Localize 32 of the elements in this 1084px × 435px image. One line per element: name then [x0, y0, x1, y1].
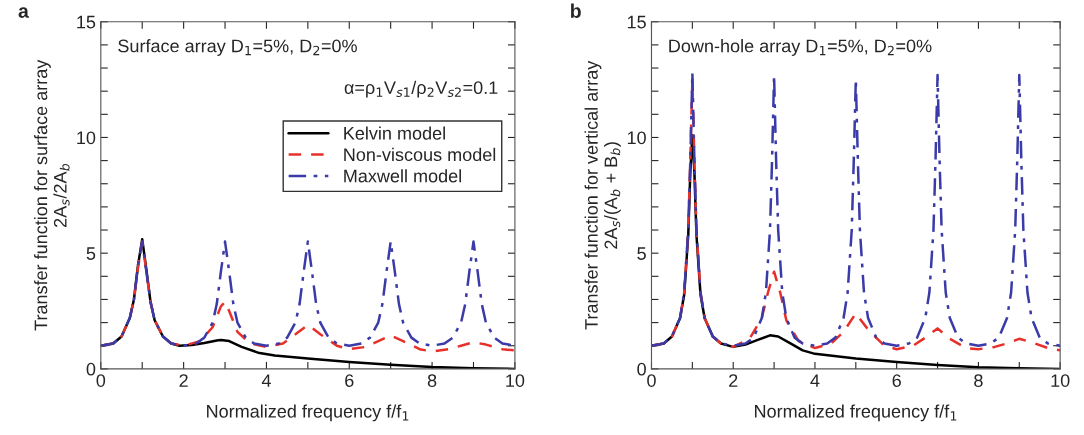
y-tick-label: 10 — [77, 131, 96, 145]
legend-label: Non-viscous model — [344, 147, 496, 162]
x-tick-label: 6 — [345, 374, 354, 387]
x-tick-label: 2 — [729, 374, 738, 387]
x-tick-label: 4 — [810, 374, 820, 387]
x-axis-title: Normalized frequency f/f$_{1}$ — [207, 404, 409, 422]
text: α=ρ$_{1}$V$_{s1}$/ρ$_{2}$V$_{s2}$=0.1 — [344, 80, 498, 98]
annotation: Surface array D$_{1}$=5%, D$_{2}$=0% — [118, 39, 357, 56]
y-axis-title: Transfer function for vertical array 2A$_{s}$/(A$_{b}$ + B$_{b}$) — [584, 60, 621, 330]
x-tick-label: 8 — [974, 374, 983, 387]
y-tick-label: 15 — [627, 15, 646, 29]
x-tick-label: 0 — [647, 374, 656, 387]
x-tick-label: 4 — [261, 374, 271, 387]
annotation: Down-hole array D$_{1}$=5%, D$_{2}$=0% — [669, 39, 932, 56]
x-tick-label: 10 — [506, 374, 525, 387]
legend-label: Maxwell model — [344, 169, 461, 183]
x-axis-title: Normalized frequency f/f$_{1}$ — [755, 404, 957, 422]
y-tick-label: 10 — [627, 131, 646, 145]
y-tick-label: 5 — [637, 247, 646, 260]
y-axis-title: Transfer function for surface array 2A$_{s}$/2A$_{b}$ — [34, 59, 70, 331]
x-tick-label: 8 — [427, 374, 437, 387]
x-tick-label: 2 — [179, 374, 188, 387]
x-tick-label: 0 — [96, 374, 106, 387]
y-tick-label: 5 — [86, 247, 96, 260]
x-tick-label: 6 — [892, 374, 901, 387]
y-tick-label: 0 — [86, 362, 96, 376]
x-tick-label: 10 — [1051, 374, 1070, 387]
y-tick-label: 15 — [77, 15, 96, 29]
y-tick-label: 0 — [637, 362, 646, 376]
chart-title: b — [571, 3, 581, 18]
chart-title: a — [18, 7, 29, 18]
legend-label: Kelvin model — [344, 126, 445, 140]
